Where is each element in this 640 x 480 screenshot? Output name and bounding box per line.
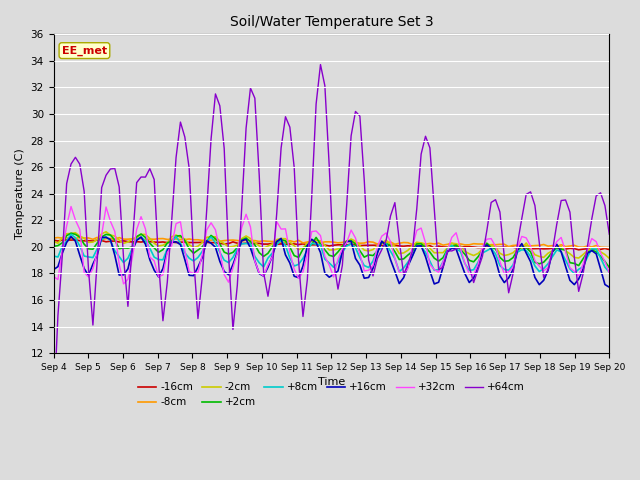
-16cm xyxy=(282,241,289,247)
-2cm xyxy=(282,236,289,241)
-8cm xyxy=(584,243,591,249)
+32cm xyxy=(50,274,58,279)
-8cm xyxy=(189,237,197,243)
+2cm xyxy=(189,251,197,256)
Y-axis label: Temperature (C): Temperature (C) xyxy=(15,148,25,239)
-8cm xyxy=(282,240,289,245)
Line: +8cm: +8cm xyxy=(54,234,609,274)
+16cm xyxy=(282,252,289,258)
+8cm xyxy=(605,269,613,275)
-16cm xyxy=(260,241,268,247)
-8cm xyxy=(76,234,84,240)
+8cm xyxy=(189,258,197,264)
-2cm xyxy=(605,255,613,261)
+16cm xyxy=(584,250,591,256)
+64cm xyxy=(317,62,324,68)
+8cm xyxy=(570,271,578,276)
Line: -2cm: -2cm xyxy=(54,232,609,258)
+8cm xyxy=(50,253,58,259)
Line: -8cm: -8cm xyxy=(54,237,609,248)
-2cm xyxy=(189,245,197,251)
Line: +16cm: +16cm xyxy=(54,237,609,287)
-8cm xyxy=(605,245,613,251)
Line: +64cm: +64cm xyxy=(54,65,609,414)
+32cm xyxy=(588,236,596,241)
+32cm xyxy=(264,262,272,268)
Line: +32cm: +32cm xyxy=(54,206,609,284)
X-axis label: Time: Time xyxy=(318,377,345,387)
+64cm xyxy=(531,203,539,208)
-8cm xyxy=(343,238,351,244)
-16cm xyxy=(50,237,58,243)
+64cm xyxy=(277,145,285,151)
+8cm xyxy=(588,246,596,252)
+16cm xyxy=(260,273,268,279)
+32cm xyxy=(348,227,355,233)
-16cm xyxy=(72,237,79,243)
-16cm xyxy=(588,246,596,252)
Title: Soil/Water Temperature Set 3: Soil/Water Temperature Set 3 xyxy=(230,15,433,29)
+2cm xyxy=(50,243,58,249)
+16cm xyxy=(67,234,75,240)
+64cm xyxy=(186,166,193,171)
+16cm xyxy=(531,275,539,280)
-16cm xyxy=(531,246,539,252)
-2cm xyxy=(531,252,539,258)
+8cm xyxy=(260,264,268,270)
+2cm xyxy=(260,253,268,259)
+32cm xyxy=(120,281,127,287)
+2cm xyxy=(282,238,289,244)
Line: -16cm: -16cm xyxy=(54,240,609,250)
-16cm xyxy=(605,247,613,252)
-16cm xyxy=(575,247,582,252)
-2cm xyxy=(584,248,591,253)
+64cm xyxy=(343,201,351,207)
+16cm xyxy=(189,273,197,278)
+32cm xyxy=(286,249,294,255)
-2cm xyxy=(343,239,351,244)
+8cm xyxy=(67,231,75,237)
-2cm xyxy=(102,229,110,235)
+64cm xyxy=(255,172,263,178)
+8cm xyxy=(282,242,289,248)
-16cm xyxy=(343,242,351,248)
-8cm xyxy=(260,238,268,244)
+2cm xyxy=(584,249,591,255)
+32cm xyxy=(194,269,202,275)
Legend: -16cm, -8cm, -2cm, +2cm, +8cm, +16cm, +32cm, +64cm: -16cm, -8cm, -2cm, +2cm, +8cm, +16cm, +3… xyxy=(134,378,529,412)
+16cm xyxy=(605,284,613,290)
+2cm xyxy=(67,230,75,236)
+2cm xyxy=(343,238,351,244)
-8cm xyxy=(50,235,58,241)
+64cm xyxy=(605,231,613,237)
+64cm xyxy=(50,411,58,417)
+32cm xyxy=(536,263,543,269)
-8cm xyxy=(531,243,539,249)
+2cm xyxy=(531,260,539,265)
-16cm xyxy=(189,240,197,245)
+8cm xyxy=(343,243,351,249)
+16cm xyxy=(50,267,58,273)
+64cm xyxy=(584,243,591,249)
+32cm xyxy=(67,204,75,209)
Line: +2cm: +2cm xyxy=(54,233,609,267)
+32cm xyxy=(605,270,613,276)
+8cm xyxy=(531,263,539,269)
+2cm xyxy=(605,264,613,270)
Text: EE_met: EE_met xyxy=(62,46,107,56)
-2cm xyxy=(50,238,58,244)
-2cm xyxy=(260,245,268,251)
+16cm xyxy=(343,239,351,244)
